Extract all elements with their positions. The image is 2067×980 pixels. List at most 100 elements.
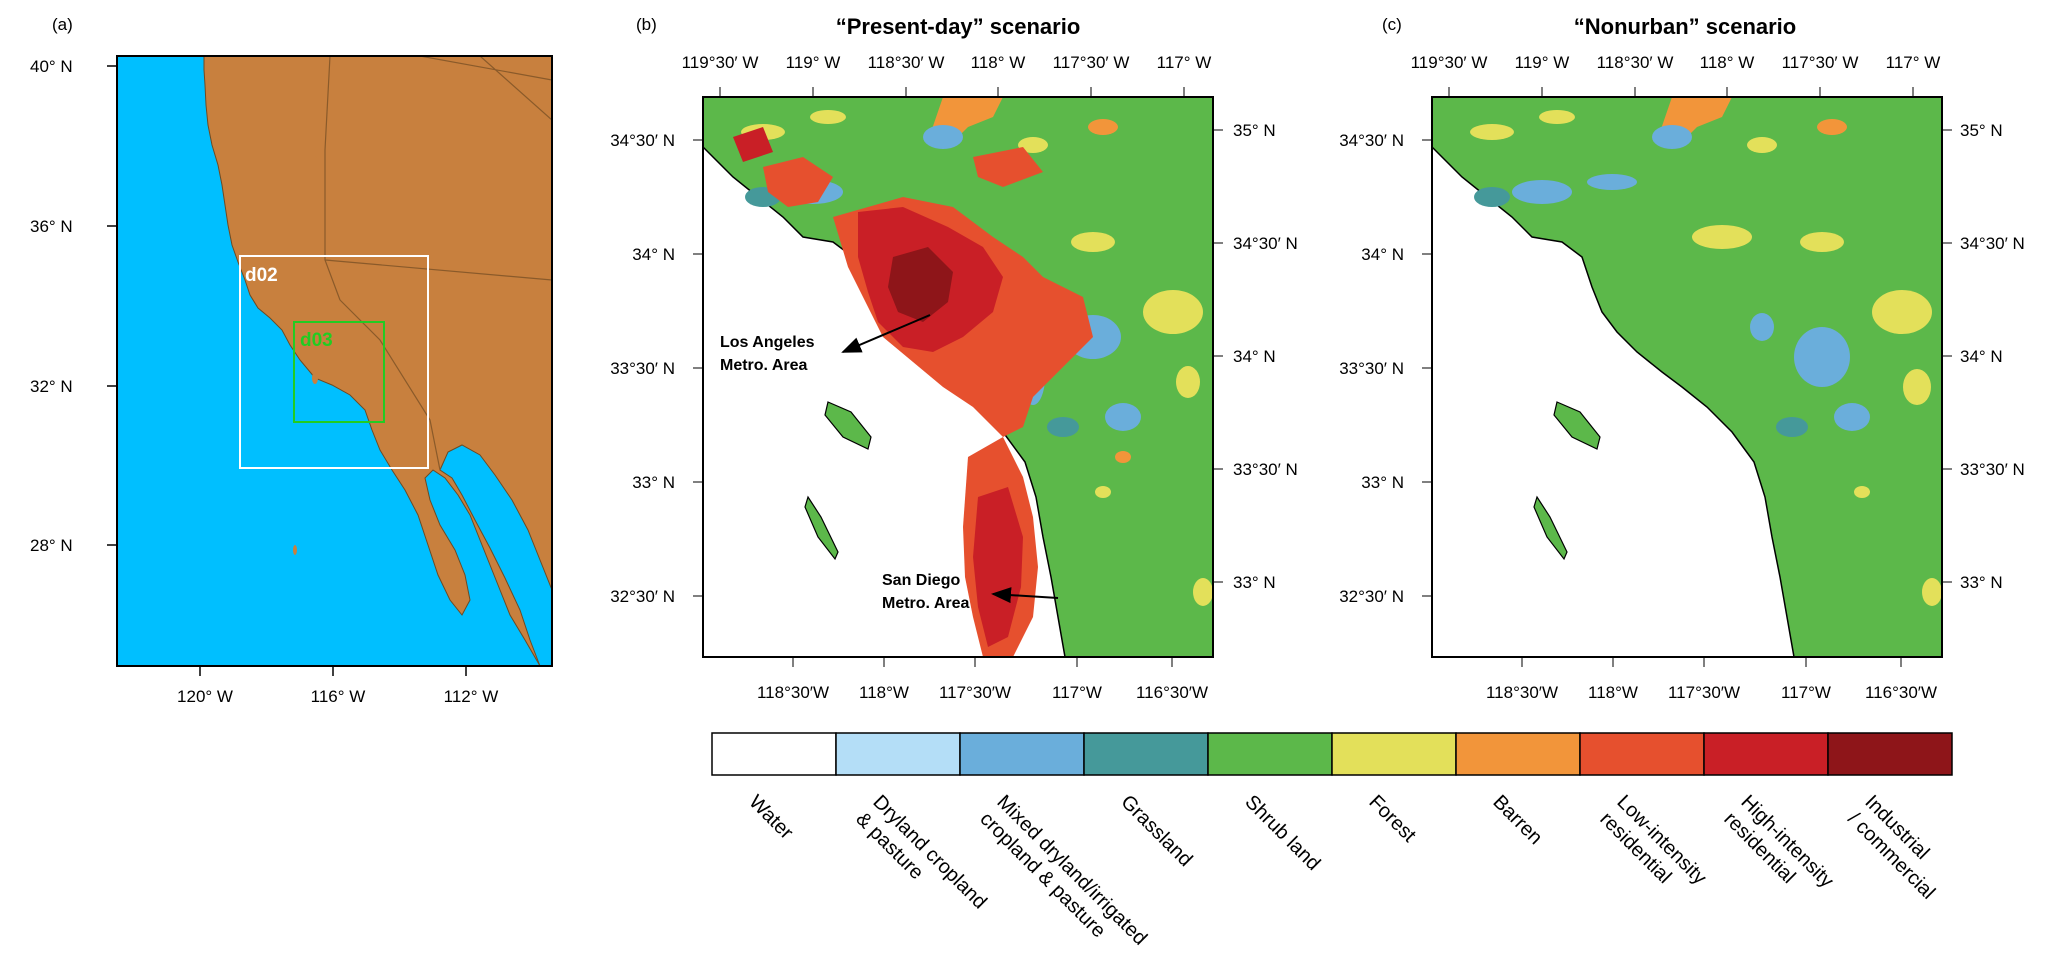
grassland-patches [1474, 187, 1808, 437]
lon-tick: 116°30′W [1136, 683, 1208, 702]
lon-tick: 116° W [311, 687, 366, 706]
lon-tick: 117° W [1886, 53, 1941, 72]
legend-swatch [1331, 732, 1457, 776]
lat-tick: 33° N [1361, 473, 1404, 492]
panel-c-bottom-ticks: 118°30′W 118°W 117°30′W 117°W 116°30′W [1486, 657, 1937, 702]
island [804, 495, 839, 561]
legend-label: Shrub land [1240, 791, 1324, 875]
lat-tick: 35° N [1233, 121, 1276, 140]
lat-tick: 32°30′ N [1339, 587, 1404, 606]
panel-c-frame [1431, 96, 1943, 658]
panel-c-right-ticks: 35° N 34°30′ N 34° N 33°30′ N 33° N [1942, 121, 2025, 592]
legend-swatch [959, 732, 1085, 776]
lat-tick: 33° N [1233, 573, 1276, 592]
lon-tick: 117°30′W [1668, 683, 1740, 702]
legend-label: Mixed dryland/irrigatedcropland & pastur… [975, 791, 1151, 967]
lon-tick: 117°30′W [939, 683, 1011, 702]
annotation-line2: Metro. Area [882, 595, 970, 612]
panel-c-left-ticks: 34°30′ N 34° N 33°30′ N 33° N 32°30′ N [1339, 131, 1432, 606]
panel-b-label: (b) [636, 15, 657, 34]
lat-tick: 32° N [30, 377, 73, 396]
lon-tick: 119°30′ W [1411, 53, 1488, 72]
legend-swatch [711, 732, 837, 776]
lon-tick: 117°30′ W [1053, 53, 1130, 72]
lat-tick: 33°30′ N [1960, 460, 2025, 479]
annotation-line2: Metro. Area [720, 357, 808, 374]
lat-tick: 34° N [1361, 245, 1404, 264]
domain-box-d03 [293, 321, 385, 423]
lon-tick: 117°W [1781, 683, 1831, 702]
domain-label-d02: d02 [245, 265, 278, 286]
lat-tick: 28° N [30, 536, 73, 555]
island [314, 146, 322, 158]
legend-label-line: Grassland [1116, 791, 1196, 871]
lon-tick: 119°30′ W [682, 53, 759, 72]
legend-swatch [1083, 732, 1209, 776]
lat-tick: 33°30′ N [1339, 359, 1404, 378]
island [1533, 495, 1568, 561]
lon-tick: 117° W [1157, 53, 1212, 72]
panel-a-frame [116, 55, 553, 667]
panel-b: (b) “Present-day” scenario [610, 14, 1298, 702]
panel-c-top-ticks: 119°30′ W 119° W 118°30′ W 118° W 117°30… [1411, 53, 1941, 97]
lon-tick: 118°30′ W [1597, 53, 1674, 72]
lat-tick: 33°30′ N [610, 359, 675, 378]
lat-tick: 34° N [1233, 347, 1276, 366]
lat-tick: 35° N [1960, 121, 2003, 140]
cropland-patches [1512, 125, 1870, 431]
annotation-line1: Los Angeles [720, 334, 815, 351]
legend-label: Industrial/ commercial [1843, 791, 1956, 904]
panel-b-title: “Present-day” scenario [836, 14, 1081, 39]
legend-label-line: Water [744, 791, 797, 844]
land-cover-legend: Water Dryland cropland& pasture Mixed dryl… [711, 732, 1956, 967]
lat-tick: 34°30′ N [1960, 234, 2025, 253]
island [312, 372, 318, 384]
panel-c-label: (c) [1382, 15, 1402, 34]
legend-label-line: Shrub land [1240, 791, 1324, 875]
urban-los-angeles [733, 127, 1093, 437]
panel-b-frame [702, 96, 1214, 658]
lat-tick: 32°30′ N [610, 587, 675, 606]
panel-a-label: (a) [52, 15, 73, 34]
legend-label: Low-intensityresidential [1595, 791, 1710, 906]
lon-tick: 112° W [444, 687, 499, 706]
lon-tick: 117°W [1052, 683, 1102, 702]
forest-patches [1470, 110, 1942, 606]
lat-tick: 36° N [30, 217, 73, 236]
legend-label: Dryland cropland& pasture [851, 791, 990, 930]
legend-swatch [1579, 732, 1705, 776]
panel-b-top-ticks: 119°30′ W 119° W 118°30′ W 118° W 117°30… [682, 53, 1212, 97]
lon-tick: 118°30′W [1486, 683, 1558, 702]
island [1553, 401, 1601, 450]
lat-tick: 33° N [632, 473, 675, 492]
state-borders [324, 56, 552, 471]
lon-tick: 118°W [859, 683, 909, 702]
lat-tick: 34°30′ N [610, 131, 675, 150]
lon-tick: 120° W [177, 687, 233, 706]
annotation-los-angeles: Los Angeles Metro. Area [720, 314, 931, 374]
island [293, 545, 297, 555]
lon-tick: 118°30′W [757, 683, 829, 702]
legend-swatch [1207, 732, 1333, 776]
lon-tick: 119° W [786, 53, 841, 72]
legend-label-line: Forest [1364, 791, 1420, 847]
lat-tick: 40° N [30, 57, 73, 76]
panel-b-bottom-ticks: 118°30′W 118°W 117°30′W 117°W 116°30′W [757, 657, 1208, 702]
lat-tick: 34° N [1960, 347, 2003, 366]
lat-tick: 33° N [1960, 573, 2003, 592]
lat-tick: 34°30′ N [1339, 131, 1404, 150]
legend-label: Water [744, 791, 797, 844]
annotation-line1: San Diego [882, 572, 960, 589]
lon-tick: 118° W [971, 53, 1026, 72]
panel-b-right-ticks: 35° N 34°30′ N 34° N 33°30′ N 33° N [1213, 121, 1298, 592]
panel-b-left-ticks: 34°30′ N 34° N 33°30′ N 33° N 32°30′ N [610, 131, 703, 606]
lon-tick: 118° W [1700, 53, 1755, 72]
island [824, 401, 872, 450]
legend-swatch [835, 732, 961, 776]
panel-a-lon-ticks: 120° W 116° W 112° W [177, 666, 498, 706]
legend-label-line: Barren [1488, 791, 1546, 849]
lat-tick: 34° N [632, 245, 675, 264]
lon-tick: 118°30′ W [868, 53, 945, 72]
lon-tick: 118°W [1588, 683, 1638, 702]
